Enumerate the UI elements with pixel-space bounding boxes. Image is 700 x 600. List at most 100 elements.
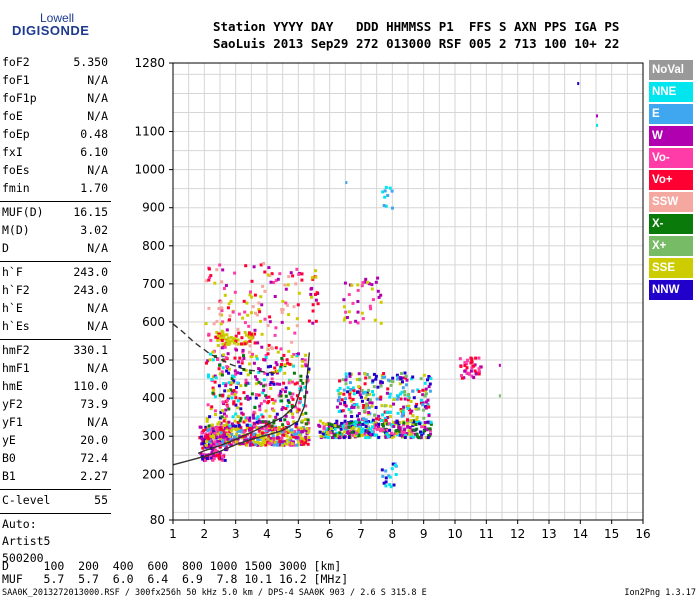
- echo-point: [381, 474, 385, 478]
- echo-point: [205, 361, 208, 365]
- echo-point: [225, 328, 229, 332]
- echo-point: [292, 364, 295, 368]
- echo-point: [264, 443, 268, 447]
- echo-point: [241, 350, 245, 354]
- echo-point: [356, 321, 360, 325]
- echo-point: [302, 403, 306, 407]
- echo-point: [356, 300, 360, 303]
- echo-point: [252, 265, 256, 269]
- echo-point: [220, 280, 224, 284]
- echo-point: [227, 441, 231, 445]
- echo-point: [300, 427, 304, 431]
- echo-point: [424, 387, 428, 391]
- echo-point: [247, 335, 251, 339]
- echo-point: [428, 389, 432, 393]
- echo-point: [387, 422, 391, 426]
- echo-point: [230, 433, 234, 436]
- echo-point: [350, 283, 354, 287]
- echo-point: [231, 424, 235, 428]
- parameter-panel: foF2 5.350 foF1 N/A foF1p N/A foE N/A foEp 0.48 fx…: [0, 55, 112, 568]
- echo-point: [365, 434, 369, 438]
- echo-point: [219, 410, 223, 414]
- param-row: foF1p N/A: [0, 91, 112, 109]
- echo-point: [269, 439, 273, 443]
- echo-point: [426, 436, 430, 440]
- echo-point: [201, 446, 205, 450]
- echo-point: [381, 190, 385, 194]
- echo-point: [318, 424, 322, 428]
- echo-point: [326, 436, 330, 440]
- echo-point: [237, 331, 241, 335]
- echo-point: [415, 418, 419, 421]
- echo-point: [311, 277, 315, 281]
- echo-point: [257, 301, 261, 305]
- echo-point: [248, 371, 252, 375]
- echo-point: [274, 279, 278, 283]
- echo-point: [293, 382, 297, 386]
- echo-point: [291, 435, 295, 439]
- echo-point: [247, 437, 251, 441]
- param-value: N/A: [87, 73, 108, 87]
- echo-point: [229, 336, 233, 339]
- echo-point: [217, 334, 220, 338]
- echo-point: [423, 394, 427, 398]
- echo-point: [279, 347, 283, 351]
- auto-info-line: 500200: [2, 551, 44, 565]
- echo-point: [400, 434, 404, 438]
- echo-point: [304, 429, 308, 433]
- legend-entry-x: X-: [649, 214, 693, 234]
- echo-point: [227, 302, 231, 306]
- echo-point: [226, 336, 230, 340]
- echo-point: [300, 364, 304, 368]
- echo-point: [336, 433, 340, 437]
- echo-point: [421, 431, 425, 435]
- echo-point: [267, 400, 271, 403]
- echo-point: [263, 358, 267, 362]
- echo-point: [337, 399, 341, 403]
- echo-point: [266, 437, 270, 441]
- echo-point: [411, 375, 415, 379]
- echo-point: [277, 426, 281, 429]
- echo-point: [244, 264, 248, 268]
- echo-point: [258, 408, 262, 412]
- echo-point: [330, 425, 334, 429]
- echo-point: [401, 386, 405, 390]
- echo-point: [206, 359, 210, 363]
- echo-point: [255, 377, 259, 381]
- echo-point: [282, 433, 286, 437]
- echo-point: [276, 277, 280, 281]
- echo-point: [395, 431, 399, 435]
- echo-point: [343, 281, 347, 285]
- echo-point: [338, 386, 342, 390]
- echo-point: [337, 396, 341, 400]
- echo-point: [384, 435, 388, 439]
- param-row: foF1 N/A: [0, 73, 112, 91]
- echo-point: [282, 381, 286, 385]
- echo-point: [274, 361, 278, 365]
- echo-point: [337, 425, 341, 429]
- echo-point: [257, 367, 261, 371]
- echo-point: [384, 480, 388, 484]
- echo-point: [419, 398, 423, 402]
- echo-point: [221, 435, 225, 439]
- echo-point: [422, 416, 426, 420]
- echo-point: [396, 395, 400, 399]
- param-row: MUF(D) 16.15: [0, 205, 112, 223]
- echo-point: [269, 387, 273, 390]
- echo-point: [206, 403, 210, 407]
- echo-point: [385, 391, 389, 395]
- echo-point: [304, 411, 308, 415]
- echo-point: [395, 429, 399, 432]
- echo-point: [228, 318, 231, 322]
- echo-point: [214, 335, 218, 339]
- echo-point: [386, 387, 390, 391]
- param-row: foF2 5.350: [0, 55, 112, 73]
- echo-point: [223, 345, 227, 349]
- echo-point: [224, 384, 228, 388]
- echo-point: [427, 375, 431, 378]
- echo-point: [252, 361, 256, 365]
- echo-point: [404, 374, 408, 378]
- echo-point: [246, 313, 250, 317]
- echo-point: [263, 399, 266, 403]
- echo-point: [208, 358, 212, 362]
